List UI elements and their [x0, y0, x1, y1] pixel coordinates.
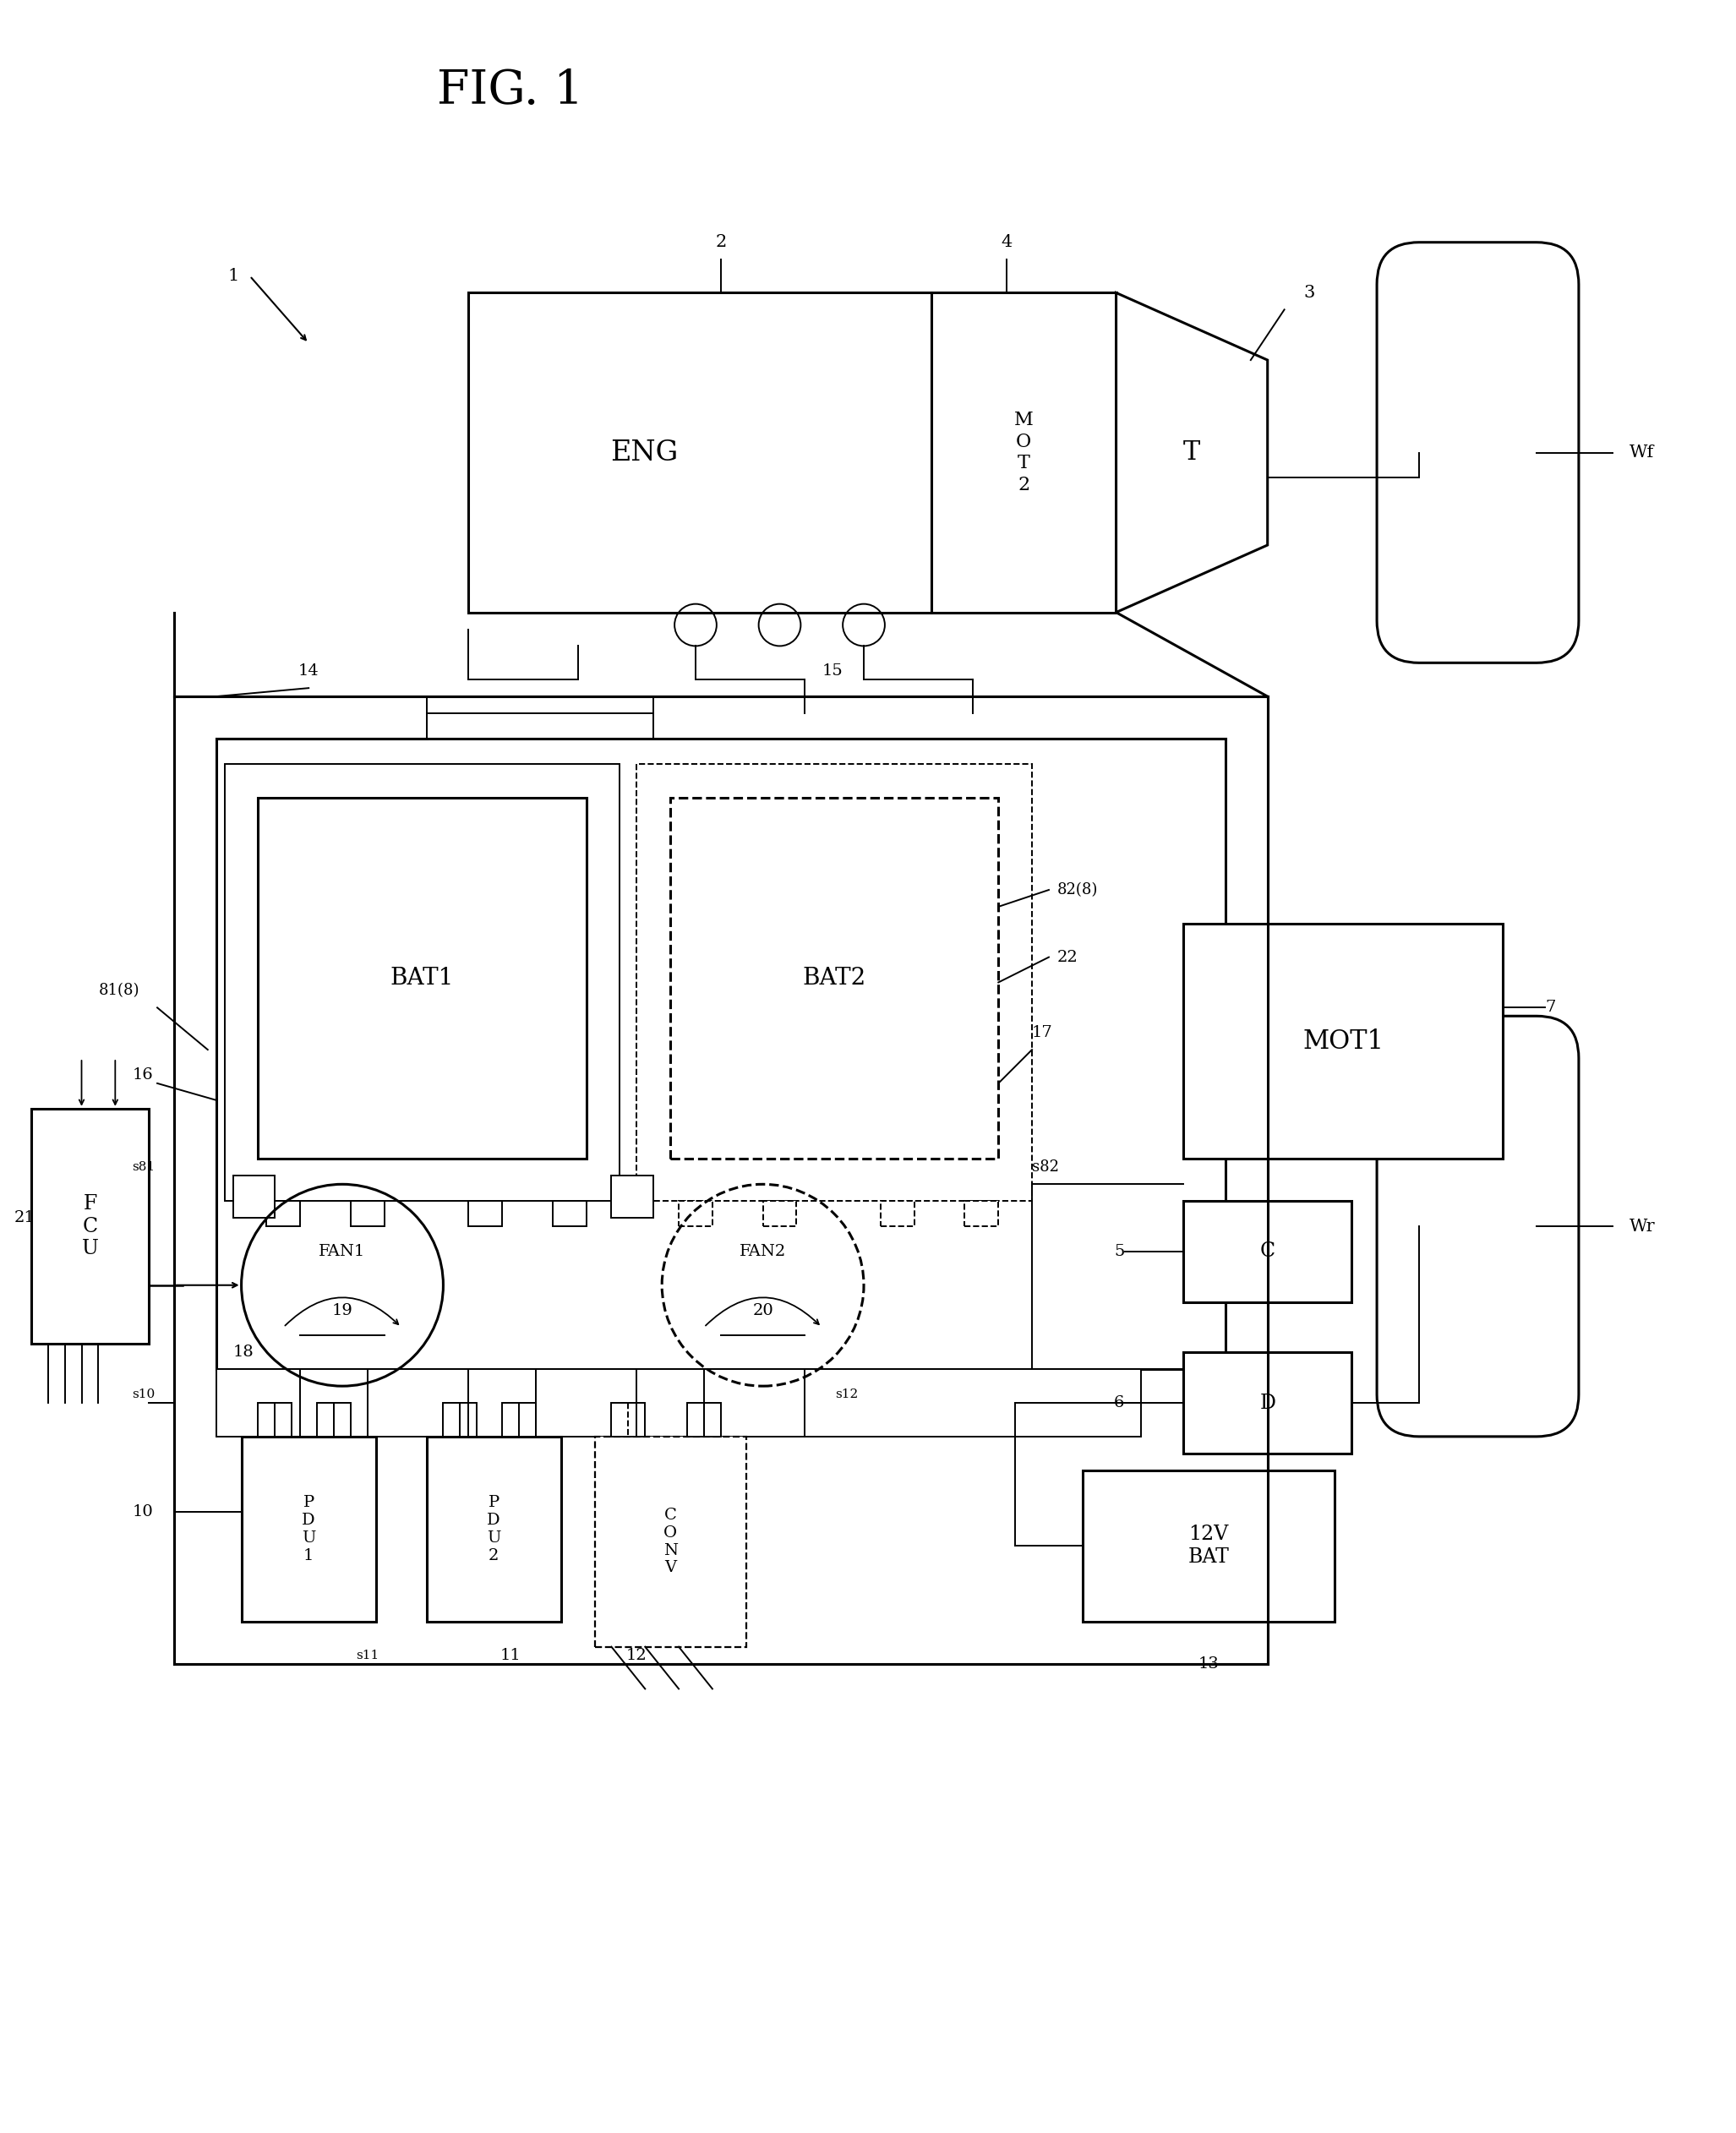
Text: D: D	[1260, 1393, 1276, 1412]
Bar	[217, 738, 1226, 1369]
Bar	[1184, 924, 1503, 1158]
Text: 19: 19	[332, 1303, 352, 1318]
Text: BAT2: BAT2	[802, 966, 866, 990]
Bar	[679, 1201, 712, 1226]
Bar	[224, 764, 620, 1201]
Text: FIG. 1: FIG. 1	[437, 68, 583, 113]
Text: 16: 16	[132, 1066, 153, 1084]
Text: 22: 22	[1057, 949, 1078, 964]
Bar	[1083, 1470, 1335, 1621]
Text: Wf: Wf	[1628, 444, 1654, 461]
Text: 4: 4	[1002, 235, 1012, 250]
Text: 20: 20	[752, 1303, 773, 1318]
Bar	[241, 1436, 377, 1621]
Bar	[469, 1201, 502, 1226]
Text: 81(8): 81(8)	[99, 983, 139, 998]
Bar	[552, 1201, 587, 1226]
Text: M
O
T
2: M O T 2	[1014, 412, 1033, 495]
Bar	[427, 1436, 561, 1621]
Text: BAT1: BAT1	[391, 966, 455, 990]
Text: Wr: Wr	[1628, 1218, 1654, 1235]
Bar	[502, 1404, 536, 1436]
Bar	[31, 1109, 149, 1344]
Bar	[1184, 1352, 1352, 1453]
Bar	[443, 1404, 477, 1436]
Bar	[880, 1201, 915, 1226]
FancyBboxPatch shape	[1377, 1015, 1578, 1436]
Bar	[351, 1201, 384, 1226]
Text: s81: s81	[132, 1162, 155, 1173]
Bar	[174, 697, 1267, 1664]
Text: P
D
U
1: P D U 1	[302, 1495, 316, 1563]
Text: s11: s11	[356, 1649, 378, 1662]
Bar	[267, 1201, 300, 1226]
Bar	[670, 798, 998, 1158]
Text: 10: 10	[132, 1504, 153, 1521]
Text: 12: 12	[627, 1647, 648, 1664]
Text: 18: 18	[233, 1344, 253, 1361]
Text: 7: 7	[1545, 1000, 1555, 1015]
Text: 5: 5	[1115, 1244, 1125, 1258]
Bar	[965, 1201, 998, 1226]
Bar	[637, 764, 1031, 1201]
FancyBboxPatch shape	[1377, 243, 1578, 663]
Bar	[687, 1404, 720, 1436]
Text: 11: 11	[500, 1647, 521, 1664]
Bar	[595, 1436, 746, 1647]
Text: 1: 1	[227, 269, 238, 284]
Text: 13: 13	[1198, 1655, 1219, 1672]
Text: C: C	[1260, 1241, 1276, 1261]
Bar	[318, 1404, 351, 1436]
Bar	[611, 1175, 653, 1218]
Text: 6: 6	[1115, 1395, 1125, 1410]
Text: MOT1: MOT1	[1302, 1028, 1384, 1054]
Text: FAN1: FAN1	[319, 1244, 366, 1258]
Bar	[233, 1175, 274, 1218]
Text: 3: 3	[1304, 284, 1316, 301]
Text: 2: 2	[715, 235, 726, 250]
Text: s10: s10	[132, 1389, 155, 1401]
Text: 82(8): 82(8)	[1057, 883, 1099, 898]
Text: 14: 14	[299, 663, 319, 678]
Text: ENG: ENG	[611, 439, 679, 467]
Text: F
C
U: F C U	[82, 1194, 99, 1258]
Text: C
O
N
V: C O N V	[663, 1508, 677, 1576]
Bar	[611, 1404, 646, 1436]
Text: P
D
U
2: P D U 2	[486, 1495, 500, 1563]
Text: 15: 15	[821, 663, 842, 678]
Bar	[217, 1369, 1141, 1436]
Text: 21: 21	[14, 1209, 35, 1226]
Bar	[930, 292, 1116, 612]
Text: s82: s82	[1031, 1160, 1059, 1175]
Bar	[762, 1201, 797, 1226]
Bar	[259, 1404, 292, 1436]
Polygon shape	[1116, 292, 1267, 612]
Bar	[259, 798, 587, 1158]
Text: FAN2: FAN2	[740, 1244, 786, 1258]
Text: s12: s12	[835, 1389, 859, 1401]
Text: 17: 17	[1031, 1026, 1054, 1041]
Bar	[1184, 1201, 1352, 1301]
Text: 12V
BAT: 12V BAT	[1187, 1525, 1229, 1568]
Text: T: T	[1184, 439, 1200, 465]
Bar	[469, 292, 930, 612]
